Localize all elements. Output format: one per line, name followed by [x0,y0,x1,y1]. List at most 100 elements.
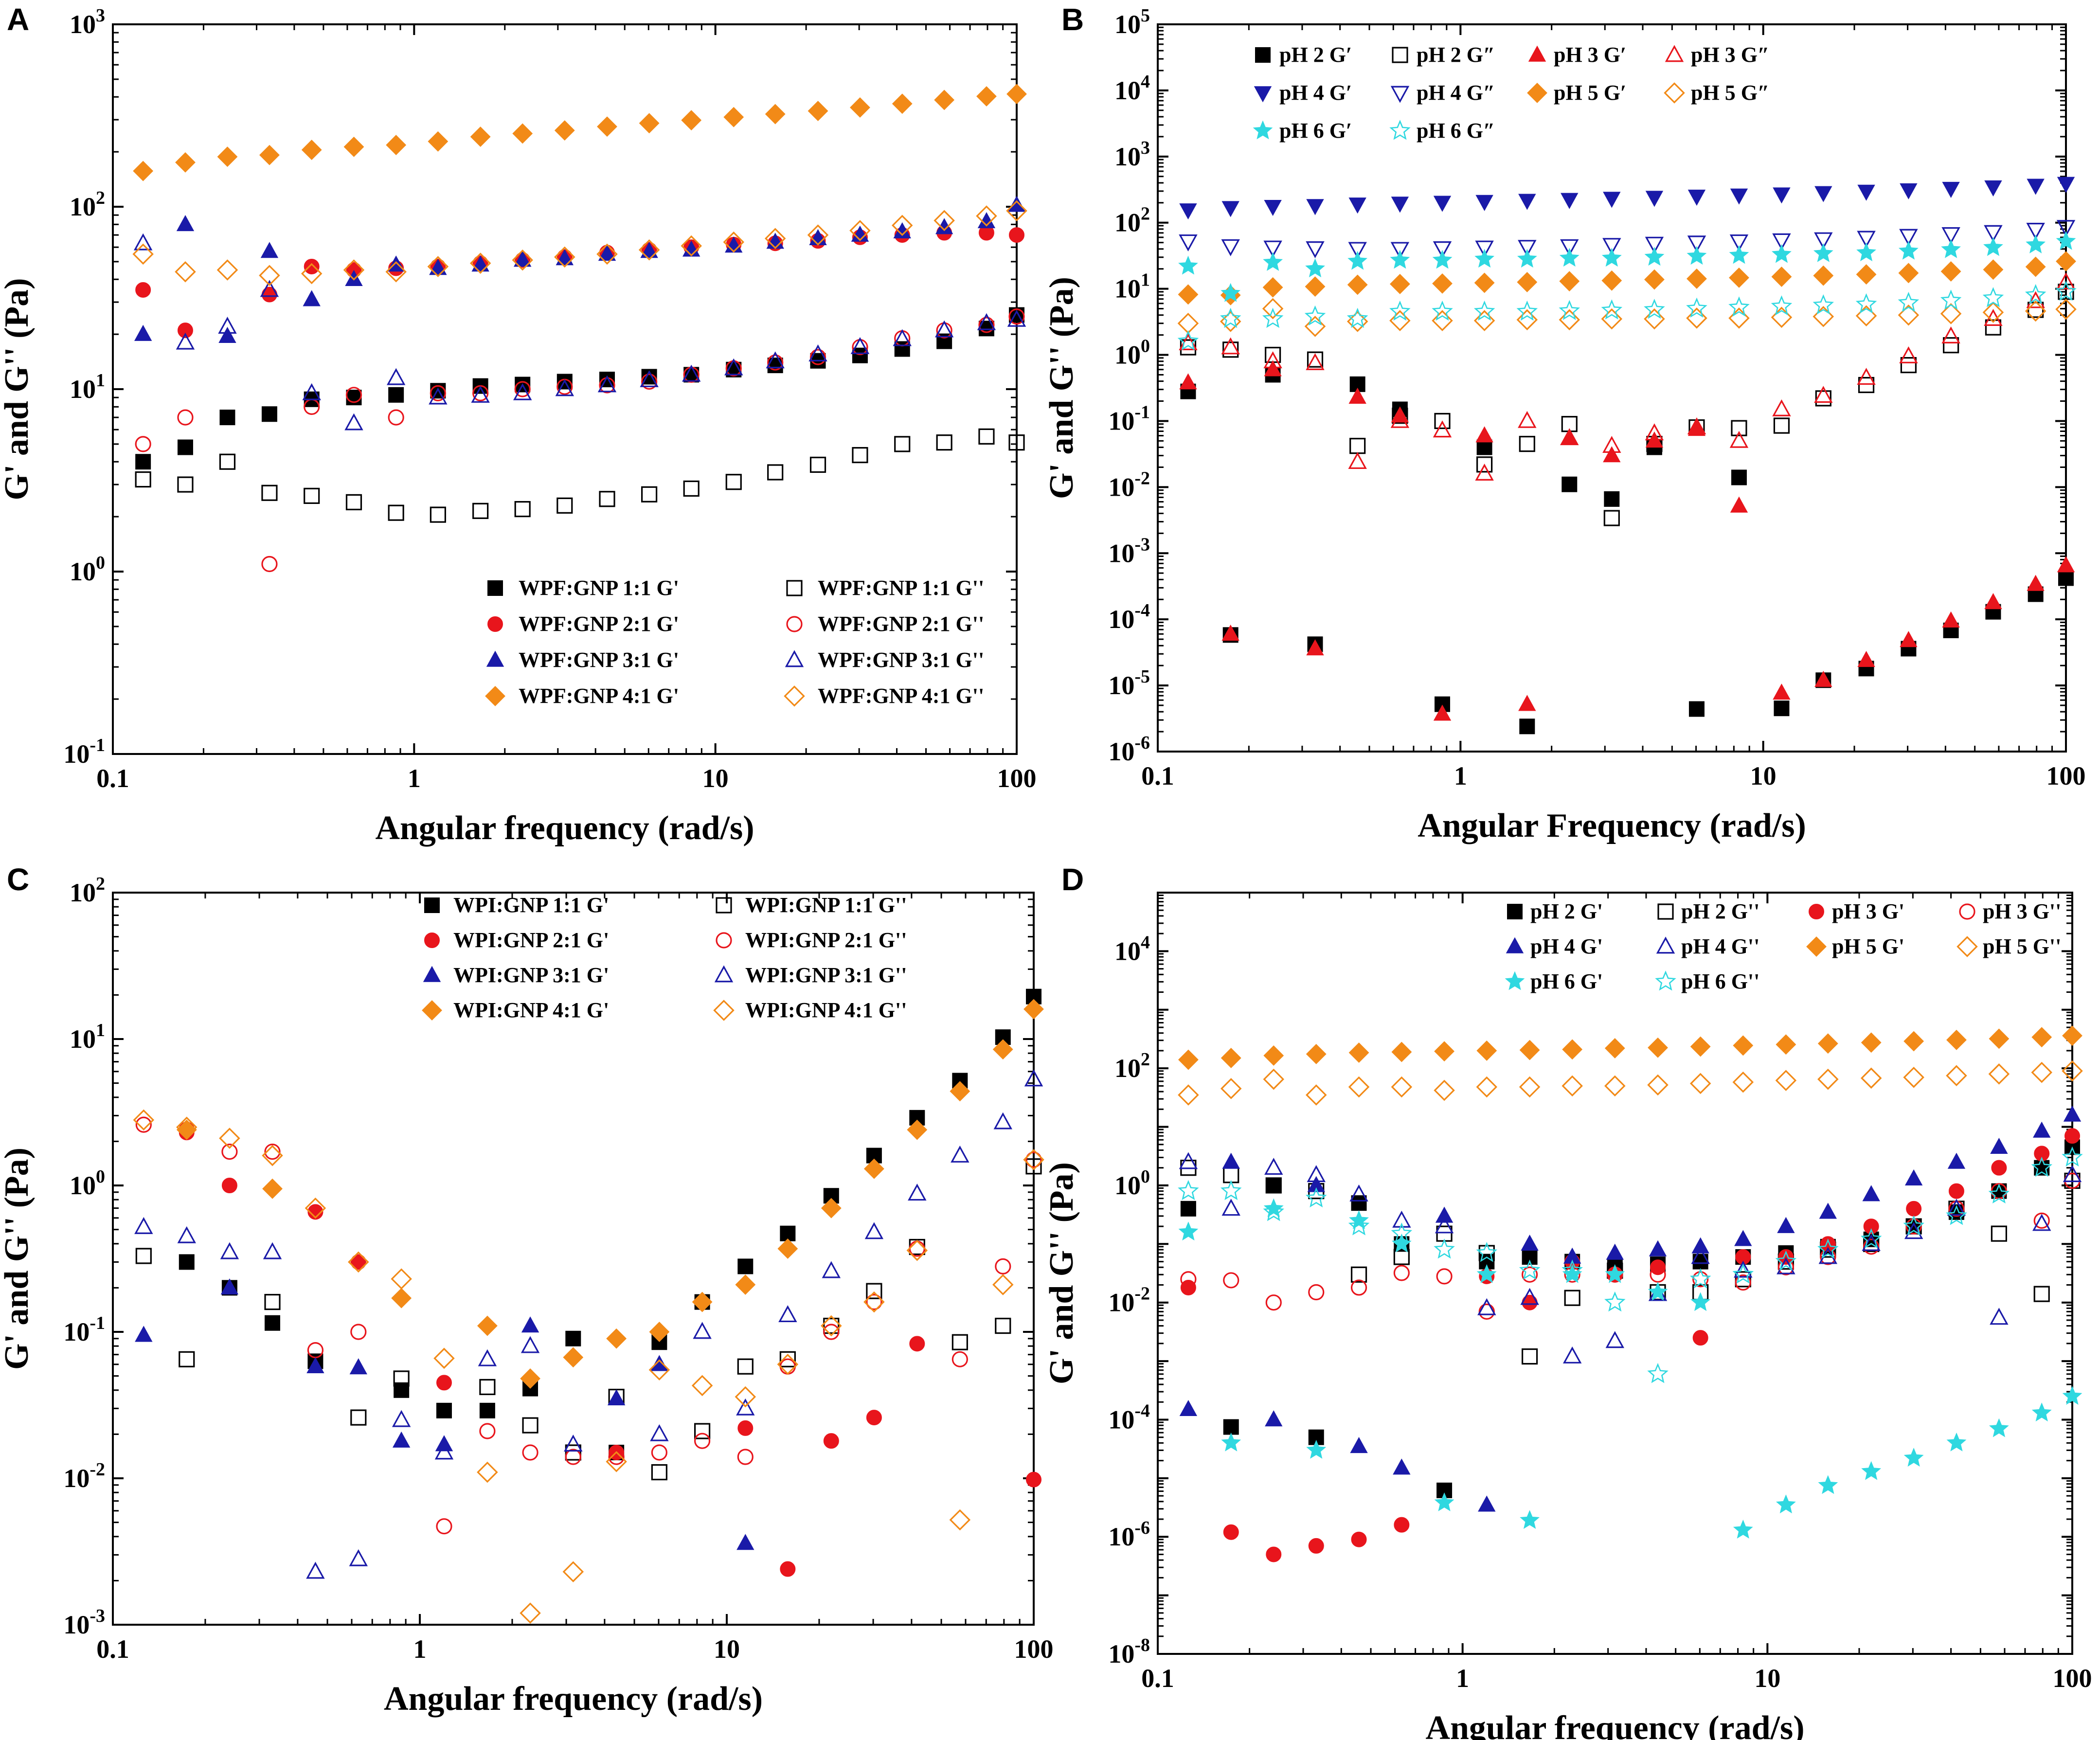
data-point [385,261,407,283]
data-point [1903,1067,1924,1088]
data-point [1476,1264,1497,1283]
series-wpf-gnp-2-1-g [135,308,1025,573]
data-point [1518,695,1536,711]
data-point [1814,232,1833,250]
data-point [307,1204,323,1220]
data-point [1473,300,1495,321]
data-point [1263,1068,1285,1090]
data-point [978,428,995,445]
legend-label: pH 4 G″ [1417,81,1495,105]
data-point [392,1410,411,1427]
data-point [1688,701,1705,717]
data-point [1991,1160,2007,1176]
data-point [736,1398,755,1416]
data-point [1478,1303,1495,1320]
y-tick-label: 100 [1114,1166,1150,1200]
data-point [1773,417,1790,434]
x-tick-label: 100 [2046,761,2086,790]
data-point [1264,199,1282,216]
data-point [1178,1049,1199,1070]
data-point [852,447,868,464]
data-point [1559,248,1579,267]
data-point [1982,302,2004,323]
data-point [1988,1183,2010,1204]
legend-item: pH 6 G″ [1389,119,1495,143]
data-point [218,326,236,343]
data-point [521,1336,540,1353]
x-tick-label: 0.1 [1141,761,1174,790]
data-point [1308,1284,1325,1301]
legend: WPI:GNP 1:1 G' WPI:GNP 1:1 G'' WPI:GNP 2:1… [422,893,907,1022]
data-point [1645,236,1664,254]
data-point [1473,310,1495,331]
data-point [1731,420,1747,436]
data-point [1307,1165,1326,1183]
data-point [428,131,449,152]
data-point [1519,1259,1541,1280]
data-point [1858,377,1875,394]
y-tick-label: 10-1 [1108,402,1150,435]
data-point [219,410,235,426]
legend-item: pH 3 G″ [1665,43,1769,67]
legend-label: pH 6 G' [1530,969,1603,993]
y-tick-label: 10-6 [1108,733,1150,766]
data-point [723,231,745,253]
x-axis-title: Angular Frequency (rad/s) [1418,807,1806,844]
data-point [1603,510,1620,526]
data-point [1860,1067,1882,1089]
data-point [479,1379,496,1396]
data-point [522,1417,538,1434]
data-point [555,379,574,396]
data-point [1476,1242,1498,1262]
data-point [554,120,575,141]
data-point [1179,1399,1198,1417]
data-point [1475,195,1493,211]
legend-item: pH 5 G'' [1956,934,2061,958]
data-point [1604,1291,1626,1312]
data-point [1007,196,1026,212]
data-point [176,332,195,350]
data-point [737,1258,754,1274]
data-point [1178,1221,1199,1241]
data-point [350,1324,367,1340]
data-point [1475,240,1494,258]
data-point [1984,593,2002,610]
y-tick-label: 10-2 [63,1459,105,1493]
data-point [1305,1187,1327,1208]
legend-label: WPI:GNP 2:1 G' [453,928,609,952]
data-point [735,1274,756,1295]
data-point [345,387,362,403]
data-point [1391,197,1409,213]
data-point [1434,1238,1455,1259]
legend-marker [1528,45,1546,62]
data-point [1349,1184,1368,1202]
data-point [1776,1494,1796,1514]
data-point [349,1358,368,1375]
data-point [1905,1218,1922,1235]
series-ph-3-g [1180,1128,2080,1562]
legend-label: WPF:GNP 2:1 G' [519,612,679,636]
data-point [1390,250,1410,269]
panel-letter: D [1061,862,1084,897]
data-point [694,1433,711,1449]
y-tick-label: 10-1 [63,735,105,769]
legend-label: pH 4 G′ [1279,81,1352,105]
legend-label: WPI:GNP 1:1 G' [453,893,609,917]
y-tick-label: 101 [70,1020,105,1054]
data-point [1348,452,1367,469]
panel-letter: A [7,2,29,37]
plot-frame [112,892,1035,1626]
legend-marker [486,650,504,667]
x-tick-label: 1 [1456,1664,1469,1693]
data-point [1898,304,1920,326]
data-point [907,1119,928,1140]
data-point [260,242,279,258]
data-point [767,464,784,481]
data-point [1771,267,1792,287]
data-point [641,373,658,390]
data-point [1982,287,2004,307]
data-point [304,258,320,274]
data-point [1729,245,1749,264]
legend-marker [1665,45,1684,62]
data-point [949,1509,971,1531]
